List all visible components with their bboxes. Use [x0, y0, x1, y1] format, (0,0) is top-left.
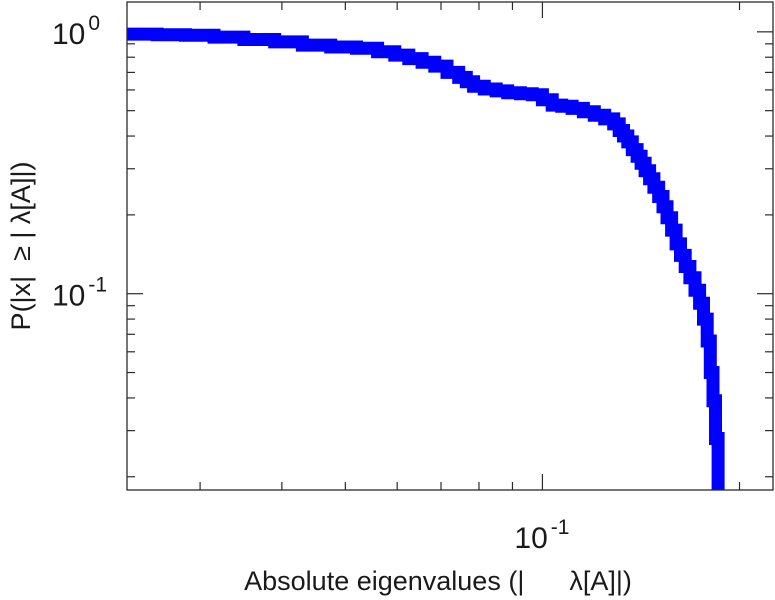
x-tick-label-exponent: -1 [551, 516, 570, 539]
y-axis-label: P(|x| ≥ | λ[A]|) [6, 162, 36, 331]
y-tick-label: 10 -1 [52, 274, 107, 313]
y-tick-label-base: 10 [52, 280, 85, 313]
plot-frame [126, 1, 774, 491]
x-tick-label-base: 10 [514, 522, 547, 555]
tick-marks [127, 2, 773, 490]
x-axis-label: Absolute eigenvalues (| λ[A]|) [244, 566, 632, 596]
x-tick-label: 10 -1 [514, 516, 569, 555]
y-tick-label-exponent: -1 [88, 274, 107, 297]
tick-labels: 10 010 -110 -1 [52, 12, 569, 555]
y-tick-label-exponent: 0 [88, 12, 100, 35]
ccdf-step-line [127, 27, 725, 490]
y-tick-label: 10 0 [52, 12, 100, 51]
series-layer [127, 27, 725, 490]
y-tick-label-base: 10 [52, 18, 85, 51]
